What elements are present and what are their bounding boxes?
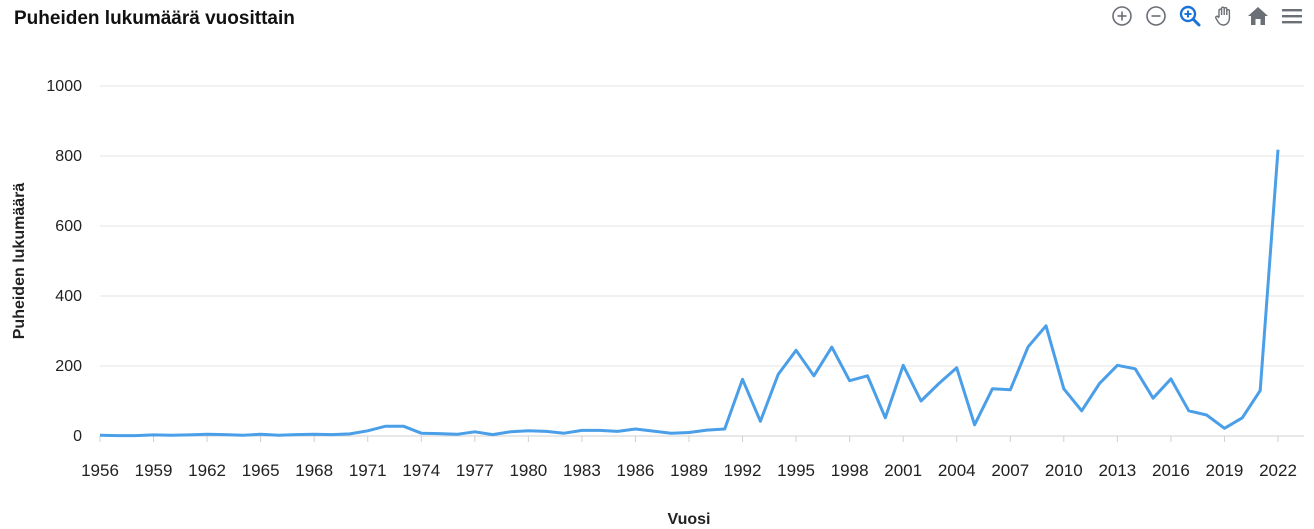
x-tick-label: 2004 [938,461,976,480]
menu-icon[interactable] [1280,4,1304,28]
y-axis-title: Puheiden lukumäärä [11,183,28,340]
zoom-in-icon[interactable] [1110,4,1134,28]
grid-lines [100,85,1304,367]
x-tick-label: 1992 [724,461,762,480]
x-tick-label: 1977 [456,461,494,480]
y-tick-label: 800 [55,148,82,165]
x-tick-label: 1968 [295,461,333,480]
pan-hand-icon[interactable] [1212,4,1236,28]
x-tick-label: 1989 [670,461,708,480]
y-tick-label: 1000 [46,78,82,95]
x-axis-title: Vuosi [668,511,711,528]
x-tick-label: 1986 [617,461,655,480]
x-tick-label: 2001 [884,461,922,480]
x-tick-label: 1974 [402,461,440,480]
x-tick-label: 1983 [563,461,601,480]
selection-zoom-icon[interactable] [1178,4,1202,28]
x-tick-label: 1971 [349,461,387,480]
y-tick-label: 200 [55,358,82,375]
x-tick-label: 2019 [1206,461,1244,480]
x-tick-label: 2022 [1259,461,1297,480]
y-axis-ticks: 0 200 400 600 800 1000 [46,78,82,445]
x-tick-label: 1998 [831,461,869,480]
reset-home-icon[interactable] [1246,4,1270,28]
x-tick-label: 1962 [188,461,226,480]
x-tick-label: 2007 [991,461,1029,480]
chart-toolbar [1110,4,1304,28]
x-tick-label: 2010 [1045,461,1083,480]
y-tick-label: 600 [55,218,82,235]
y-tick-label: 0 [73,428,82,445]
x-tick-label: 1995 [777,461,815,480]
x-tick-label: 1959 [135,461,173,480]
y-tick-label: 400 [55,288,82,305]
series-line [99,149,1280,438]
x-axis-ticks: 1956 1959 1962 1965 1968 1971 1974 1977 1980 1983… [81,436,1297,480]
x-tick-label: 1980 [509,461,547,480]
chart-title: Puheiden lukumäärä vuosittain [14,8,295,29]
x-tick-label: 1956 [81,461,119,480]
x-tick-label: 2016 [1152,461,1190,480]
x-tick-label: 1965 [242,461,280,480]
zoom-out-icon[interactable] [1144,4,1168,28]
x-tick-label: 2013 [1098,461,1136,480]
